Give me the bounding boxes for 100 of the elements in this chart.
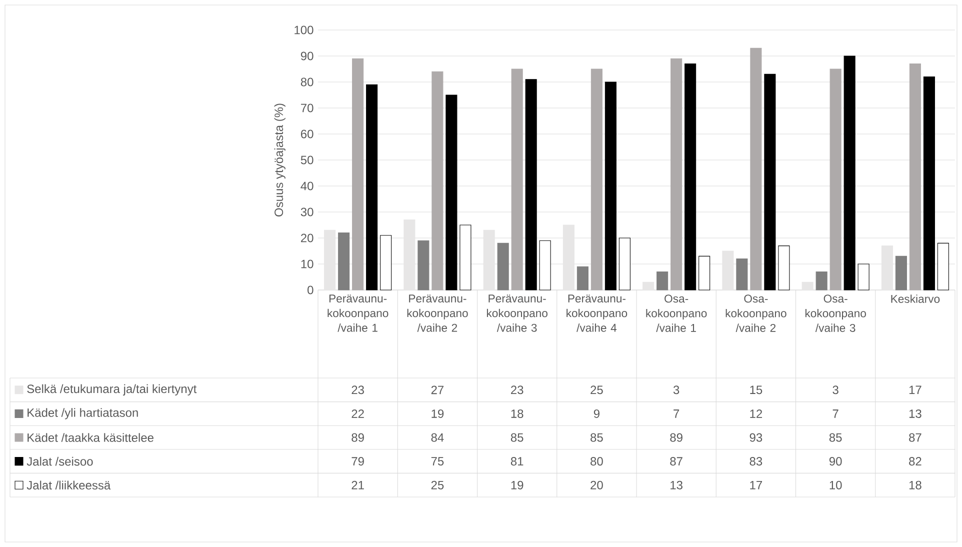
bar: [684, 64, 696, 290]
bar: [698, 256, 710, 290]
data-label: 19: [432, 409, 444, 418]
bar: [618, 238, 630, 290]
data-label: 75: [431, 457, 444, 466]
data-label: 7: [832, 410, 838, 418]
data-label: 15: [750, 386, 762, 394]
data-label: 25: [590, 386, 603, 394]
data-label: 89: [670, 433, 682, 442]
x-tick-label: Perävaunu-kokoonpano /vaihe 4: [566, 294, 628, 332]
y-tick-label: 40: [300, 182, 314, 190]
data-label: 3: [832, 386, 838, 394]
data-label: 82: [909, 457, 922, 466]
data-label: 17: [750, 480, 762, 490]
bar: [380, 235, 392, 290]
bar: [404, 220, 416, 290]
data-label: 18: [511, 409, 524, 418]
x-tick-label: Osa-kokoonpano /vaihe 3: [805, 294, 866, 332]
data-label: 84: [431, 433, 444, 442]
legend-label: Selkä /etukumara ja/tai kiertynyt: [27, 384, 197, 396]
data-label: 9: [594, 409, 600, 418]
bar: [446, 94, 458, 290]
data-label: 87: [909, 433, 922, 442]
bar: [858, 264, 870, 290]
data-label: 90: [829, 457, 842, 466]
legend-label: Kädet /yli hartiatason: [28, 408, 138, 420]
bar: [881, 246, 893, 290]
bar: [432, 71, 444, 290]
bar: [937, 242, 949, 290]
y-tick-label: 90: [300, 52, 314, 60]
bar: [366, 84, 378, 290]
bar: [830, 68, 842, 290]
bar: [656, 272, 668, 290]
data-label: 93: [750, 433, 762, 442]
y-tick-label: 50: [300, 156, 314, 164]
y-tick-label: 20: [301, 234, 314, 242]
y-tick-label: 0: [308, 286, 314, 294]
bar: [525, 79, 537, 290]
bar: [909, 64, 921, 290]
data-label: 13: [670, 480, 682, 490]
bar: [750, 48, 762, 290]
data-label: 27: [431, 386, 444, 394]
y-tick-label: 60: [301, 130, 314, 138]
data-label: 13: [909, 409, 922, 418]
bar: [352, 58, 364, 290]
bar: [324, 230, 336, 290]
bar: [722, 250, 734, 290]
legend-label: Jalat /liikkeessä: [26, 480, 111, 490]
data-label: 3: [673, 386, 680, 394]
data-label: 23: [511, 386, 524, 394]
data-label: 22: [352, 409, 364, 418]
bar: [604, 82, 616, 290]
bar: [670, 58, 682, 290]
bar: [338, 232, 350, 290]
data-label: 83: [750, 457, 762, 466]
bar: [764, 74, 776, 290]
data-label: 89: [352, 433, 364, 442]
y-tick-label: 10: [301, 260, 314, 268]
x-tick-label: Perävaunu-kokoonpano /vaihe 3: [486, 294, 548, 332]
bar: [642, 282, 654, 290]
y-axis-title: Osuus ytyöajasta (%): [274, 104, 286, 216]
data-label: 80: [590, 457, 603, 466]
data-label: 25: [431, 480, 444, 490]
y-tick-label: 30: [300, 208, 314, 216]
bar: [895, 256, 907, 290]
bar: [816, 272, 828, 290]
bar: [497, 242, 509, 290]
bar: [590, 68, 602, 290]
bar: [778, 246, 790, 290]
bar: [511, 68, 523, 290]
y-tick-label: 80: [300, 78, 314, 86]
x-tick-label: Osa-kokoonpano /vaihe 2: [726, 294, 786, 332]
data-label: 85: [829, 433, 842, 442]
data-label: 79: [352, 457, 364, 466]
x-tick-label: Perävaunu-kokoonpano /vaihe 2: [407, 294, 468, 332]
legend-label: Kädet /taakka käsittelee: [28, 433, 154, 442]
bar: [483, 230, 495, 290]
data-label: 81: [510, 457, 524, 466]
bar: [923, 76, 935, 290]
legend-label: Jalat /seisoo: [26, 456, 93, 466]
data-label: 85: [510, 433, 524, 442]
data-label: 7: [674, 410, 680, 418]
x-tick-label: Osa-kokoonpano /vaihe 1: [646, 294, 707, 332]
data-label: 85: [590, 433, 603, 442]
data-label: 20: [590, 480, 603, 490]
data-label: 21: [352, 480, 364, 490]
data-label: 23: [352, 386, 364, 394]
bar: [539, 240, 551, 290]
x-tick-label: Perävaunu-kokoonpano /vaihe 1: [328, 294, 388, 332]
bar: [844, 56, 856, 290]
y-tick-label: 70: [301, 104, 314, 112]
bar: [576, 266, 588, 290]
data-label: 18: [909, 480, 922, 490]
x-tick-label: Keskiarvo: [891, 294, 940, 303]
bar: [460, 224, 472, 290]
bar: [418, 240, 430, 290]
y-tick-label: 100: [294, 26, 314, 34]
data-label: 10: [830, 480, 842, 490]
data-label: 12: [750, 409, 762, 418]
data-label: 19: [511, 480, 524, 490]
